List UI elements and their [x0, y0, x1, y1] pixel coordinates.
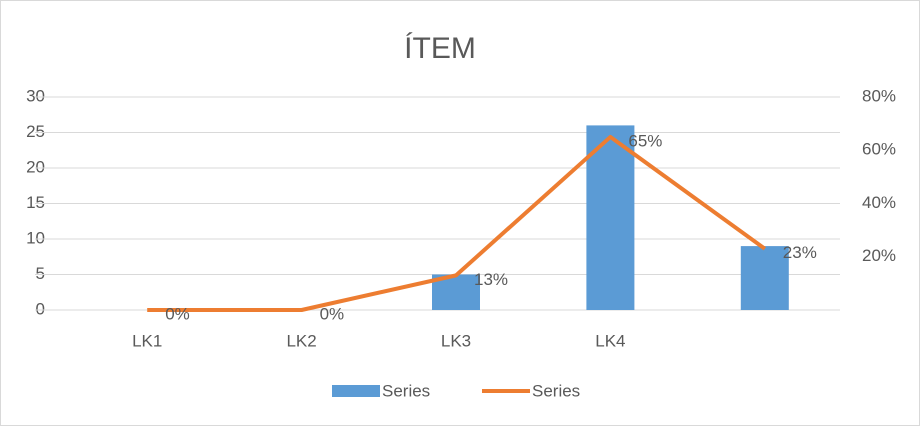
x-tick-label: LK1: [132, 331, 162, 350]
chart-title: ÍTEM: [404, 32, 476, 65]
y-tick-label: 15: [26, 193, 45, 212]
x-tick-label: LK3: [441, 331, 471, 350]
legend-label: Series: [532, 381, 580, 400]
x-tick-label: LK4: [595, 331, 625, 350]
legend-swatch: [332, 385, 380, 397]
data-label: 65%: [628, 131, 662, 150]
bar: [740, 246, 789, 310]
data-label: 13%: [474, 270, 508, 289]
y2-tick-label: 60%: [862, 140, 896, 159]
bar: [586, 125, 635, 311]
y-tick-label: 25: [26, 122, 45, 141]
data-label: 0%: [320, 304, 345, 323]
y2-tick-label: 80%: [862, 86, 896, 105]
legend-label: Series: [382, 381, 430, 400]
y-tick-label: 10: [26, 228, 45, 247]
line: [147, 134, 766, 312]
y-tick-label: 5: [36, 264, 45, 283]
x-tick-label: LK2: [286, 331, 316, 350]
data-label: 23%: [783, 243, 817, 262]
y-tick-label: 20: [26, 157, 45, 176]
y-tick-label: 30: [26, 86, 45, 105]
y2-tick-label: 40%: [862, 193, 896, 212]
data-label: 0%: [165, 304, 190, 323]
y2-tick-label: 20%: [862, 246, 896, 265]
y-tick-label: 0: [36, 299, 45, 318]
